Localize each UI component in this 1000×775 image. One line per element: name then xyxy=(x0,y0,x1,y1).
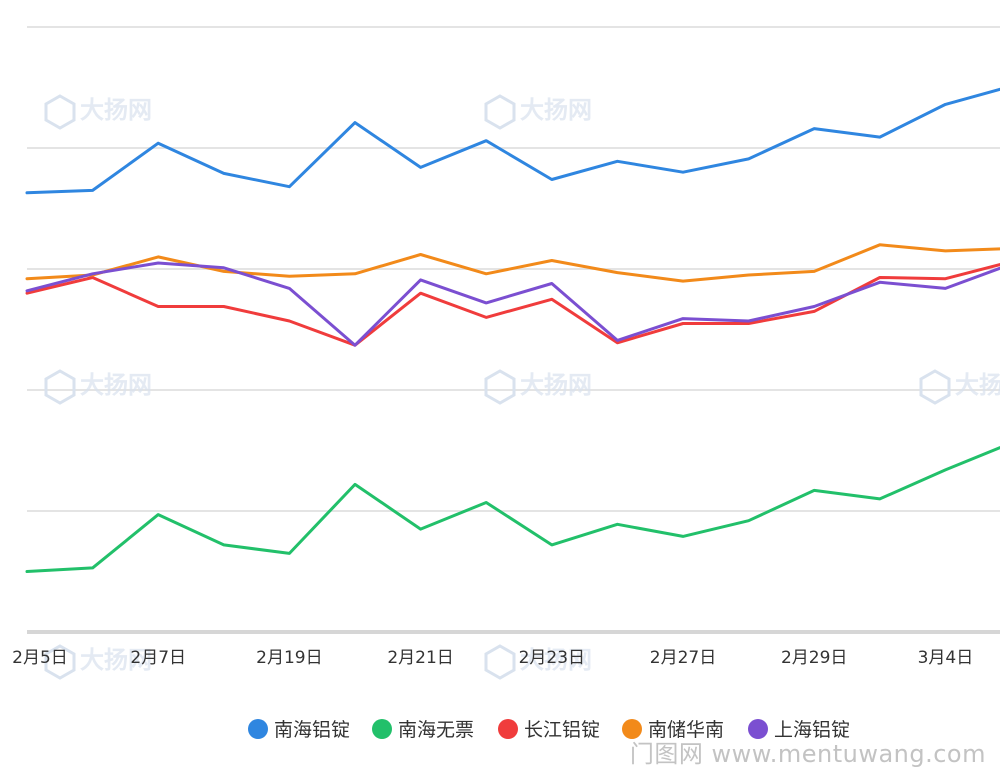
legend-item-2[interactable]: 南海无票 xyxy=(372,719,474,741)
watermark-layer: 大扬网大扬网大扬网大扬网大扬网大扬网大扬网 xyxy=(44,94,1000,680)
legend-dot-icon xyxy=(498,719,518,739)
series-line-3 xyxy=(25,263,1000,347)
legend-item-3[interactable]: 长江铝锭 xyxy=(498,719,600,741)
hex-logo-icon xyxy=(44,94,76,130)
hex-logo-icon xyxy=(44,369,76,405)
x-tick-label: 2月29日 xyxy=(781,648,847,668)
footer-watermark: 门图网 www.mentuwang.com xyxy=(629,740,986,768)
legend-item-1[interactable]: 南海铝锭 xyxy=(248,719,350,741)
legend-label: 南储华南 xyxy=(648,719,724,741)
legend-label: 上海铝锭 xyxy=(774,719,850,741)
legend-label: 南海无票 xyxy=(398,719,474,741)
series-layer xyxy=(25,87,1000,573)
legend-item-4[interactable]: 南储华南 xyxy=(622,719,724,741)
logo-watermark: 大扬网 xyxy=(484,369,592,405)
x-tick-label: 2月23日 xyxy=(519,648,585,668)
legend-dot-icon xyxy=(372,719,392,739)
logo-watermark-text: 大扬网 xyxy=(520,371,592,399)
legend-label: 南海铝锭 xyxy=(274,719,350,741)
x-tick-label: 2月19日 xyxy=(256,648,322,668)
legend-item-5[interactable]: 上海铝锭 xyxy=(748,719,850,741)
hex-logo-icon xyxy=(484,369,516,405)
logo-watermark-text: 大扬网 xyxy=(520,646,592,674)
legend-label: 长江铝锭 xyxy=(524,719,600,741)
x-tick-label: 2月7日 xyxy=(130,648,186,668)
x-tick-label: 2月5日 xyxy=(12,648,68,668)
hex-logo-icon xyxy=(484,94,516,130)
logo-watermark: 大扬网 xyxy=(44,369,152,405)
series-line-2 xyxy=(25,446,1000,573)
legend-dot-icon xyxy=(748,719,768,739)
logo-watermark-text: 大扬网 xyxy=(80,371,152,399)
series-line-5 xyxy=(25,261,1000,347)
logo-watermark-text: 大扬网 xyxy=(80,646,152,674)
hex-logo-icon xyxy=(44,644,76,680)
x-axis: 2月5日 2月7日 2月19日 2月21日 2月23日 2月27日 2月29日 3月4日 xyxy=(12,648,973,668)
logo-watermark-text: 大扬网 xyxy=(955,371,1000,399)
legend-dot-icon xyxy=(248,719,268,739)
logo-watermark-text: 大扬网 xyxy=(80,96,152,124)
x-tick-label: 2月21日 xyxy=(387,648,453,668)
x-tick-label: 3月4日 xyxy=(918,648,974,668)
hex-logo-icon xyxy=(919,369,951,405)
grid-layer xyxy=(27,26,1000,634)
series-line-1 xyxy=(25,87,1000,195)
legend-dot-icon xyxy=(622,719,642,739)
logo-watermark: 大扬网 xyxy=(484,94,592,130)
logo-watermark: 大扬网 xyxy=(44,94,152,130)
logo-watermark-text: 大扬网 xyxy=(520,96,592,124)
logo-watermark: 大扬网 xyxy=(484,644,592,680)
x-tick-label: 2月27日 xyxy=(650,648,716,668)
logo-watermark: 大扬网 xyxy=(44,644,152,680)
hex-logo-icon xyxy=(484,644,516,680)
logo-watermark: 大扬网 xyxy=(919,369,1000,405)
legend[interactable]: 南海铝锭 南海无票 长江铝锭 南储华南 上海铝锭 xyxy=(248,719,850,741)
